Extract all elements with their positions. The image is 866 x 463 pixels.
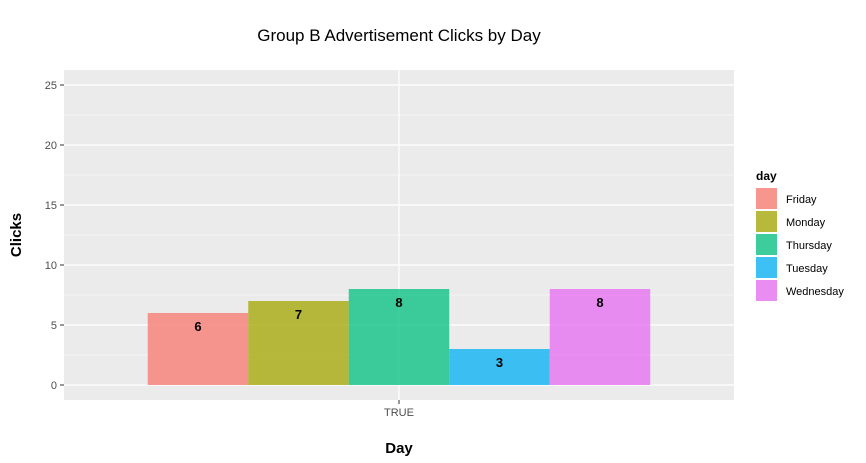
x-axis-title: Day <box>385 440 413 457</box>
y-axis-title: Clicks <box>8 213 25 257</box>
y-tick-label: 0 <box>51 380 57 392</box>
data-label-tuesday: 3 <box>496 355 503 370</box>
bar-monday <box>248 301 349 385</box>
data-labels: 6 7 8 3 8 <box>194 295 603 370</box>
chart-title: Group B Advertisement Clicks by Day <box>257 26 541 45</box>
legend-label-thursday: Thursday <box>786 240 832 252</box>
data-label-friday: 6 <box>194 319 201 334</box>
y-tick-label: 15 <box>45 200 57 212</box>
bar-thursday <box>348 289 450 385</box>
bars <box>147 289 651 385</box>
legend-label-wednesday: Wednesday <box>786 286 844 298</box>
bar-tuesday <box>449 349 550 385</box>
bar-wednesday <box>549 289 651 385</box>
bar-friday <box>147 313 249 385</box>
legend-label-monday: Monday <box>786 217 826 229</box>
legend-label-friday: Friday <box>786 194 817 206</box>
x-tick-label: TRUE <box>384 407 414 419</box>
y-tick-label: 10 <box>45 260 57 272</box>
data-label-monday: 7 <box>295 307 302 322</box>
legend-swatch-tuesday <box>756 257 777 278</box>
data-label-wednesday: 8 <box>596 295 603 310</box>
legend-title: day <box>756 169 777 183</box>
data-label-thursday: 8 <box>395 295 402 310</box>
x-axis: TRUE <box>384 400 414 419</box>
legend-swatch-thursday <box>756 234 777 255</box>
legend-swatch-monday <box>756 211 777 232</box>
y-tick-label: 20 <box>45 140 57 152</box>
y-axis: 0 5 10 15 20 25 <box>45 80 64 392</box>
legend-label-tuesday: Tuesday <box>786 263 828 275</box>
y-tick-label: 5 <box>51 320 57 332</box>
legend-swatch-friday <box>756 188 777 209</box>
y-tick-label: 25 <box>45 80 57 92</box>
legend: day Friday Monday Thursday Tuesday Wednesday <box>756 169 844 301</box>
legend-swatch-wednesday <box>756 280 777 301</box>
